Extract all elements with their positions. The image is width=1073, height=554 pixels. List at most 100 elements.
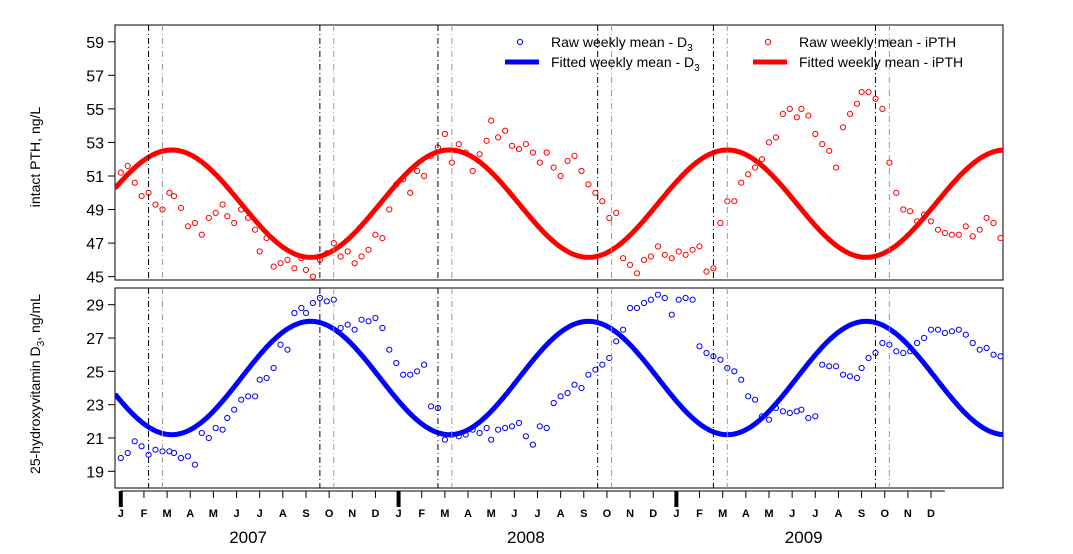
- data-point: [717, 356, 724, 363]
- data-point: [550, 164, 557, 171]
- data-point: [853, 374, 861, 382]
- data-point: [976, 346, 983, 353]
- month-tick-label: N: [348, 508, 356, 520]
- data-point: [263, 374, 270, 382]
- month-tick-label: A: [742, 508, 750, 520]
- legend-point-symbol: [764, 38, 772, 46]
- ipth-axis-title: intact PTH, ng/L: [27, 107, 43, 208]
- y-tick-label: 59: [86, 35, 104, 52]
- y-tick-label: 23: [86, 398, 104, 415]
- data-point: [772, 134, 780, 141]
- data-point: [414, 368, 421, 375]
- data-point: [372, 231, 379, 238]
- data-point: [745, 171, 752, 178]
- data-point: [661, 251, 668, 258]
- data-point: [407, 371, 414, 378]
- data-point: [941, 329, 949, 337]
- data-point: [633, 304, 641, 312]
- vitamin-d-axis-title-sub: 3: [36, 340, 47, 346]
- data-point: [508, 423, 516, 430]
- data-point: [469, 167, 476, 175]
- data-point: [515, 146, 523, 153]
- data-point: [613, 338, 620, 345]
- data-point: [344, 321, 351, 328]
- y-tick-label: 57: [86, 68, 104, 85]
- data-point: [302, 266, 310, 273]
- data-point: [640, 299, 648, 307]
- data-point: [256, 376, 263, 383]
- data-point: [846, 373, 854, 380]
- month-tick-label: M: [764, 508, 773, 520]
- month-tick-label: D: [649, 508, 657, 520]
- data-point: [647, 253, 655, 260]
- month-tick-label: A: [557, 508, 565, 520]
- data-point: [731, 368, 738, 375]
- data-point: [1026, 387, 1031, 392]
- vitamin-d-axis-title-main: 25-hydroxyvitamin D: [27, 346, 43, 474]
- data-point: [365, 318, 372, 325]
- data-point: [990, 219, 997, 227]
- data-point: [654, 291, 662, 298]
- data-point: [564, 157, 571, 164]
- ipth-panel: [114, 24, 1004, 281]
- ipth-y-axis: 45 47 49 51 53 55 57 59: [86, 35, 115, 287]
- data-point: [502, 127, 509, 134]
- data-point: [758, 413, 766, 420]
- month-tick-label: A: [464, 508, 472, 520]
- data-point: [515, 419, 523, 427]
- legend-label-main: Fitted weekly mean - iPTH: [799, 54, 963, 70]
- data-point: [421, 361, 428, 368]
- y-tick-label: 47: [86, 236, 104, 253]
- data-point: [865, 89, 872, 96]
- month-tick-label: D: [371, 508, 379, 520]
- data-point: [786, 105, 793, 113]
- month-tick-label: O: [880, 508, 889, 520]
- data-point: [117, 454, 124, 462]
- data-point: [284, 346, 291, 353]
- data-point: [893, 189, 900, 196]
- data-point: [219, 426, 226, 433]
- data-point: [745, 393, 752, 400]
- data-point: [386, 206, 393, 213]
- data-point: [427, 403, 435, 410]
- month-tick-label: J: [396, 508, 402, 520]
- data-point: [252, 393, 259, 400]
- data-point: [934, 326, 942, 333]
- data-point: [1012, 365, 1017, 370]
- data-point: [557, 172, 564, 180]
- data-point: [536, 159, 543, 166]
- data-point: [990, 351, 997, 358]
- month-tick-label: M: [440, 508, 449, 520]
- data-point: [914, 218, 921, 225]
- data-point: [351, 260, 358, 267]
- data-point: [613, 209, 620, 216]
- data-point: [703, 349, 710, 357]
- data-point: [252, 226, 259, 233]
- month-tick-label: M: [487, 508, 496, 520]
- data-point: [1053, 414, 1058, 419]
- data-point: [455, 141, 462, 148]
- data-point: [263, 235, 270, 242]
- data-point: [941, 229, 949, 237]
- data-point: [245, 393, 252, 400]
- data-point: [337, 253, 344, 260]
- year-tick-label: 2008: [507, 528, 545, 547]
- data-point: [955, 231, 962, 238]
- data-point: [224, 414, 231, 422]
- data-point: [578, 384, 585, 392]
- data-point: [934, 226, 942, 233]
- data-point: [633, 270, 641, 277]
- data-point: [309, 273, 316, 280]
- data-point: [879, 105, 886, 113]
- y-tick-label: 45: [86, 270, 104, 287]
- data-point: [675, 248, 682, 255]
- x-axis: J F M A M J J A S O N D 2007 J F M A M J J A S O N D 2008 J F M A M J J A…: [118, 490, 945, 547]
- data-point: [421, 172, 428, 180]
- data-point: [522, 433, 530, 440]
- data-point: [620, 255, 627, 262]
- data-point: [752, 396, 759, 403]
- month-tick-label: J: [534, 508, 540, 520]
- data-point: [379, 235, 386, 242]
- data-point: [793, 114, 800, 121]
